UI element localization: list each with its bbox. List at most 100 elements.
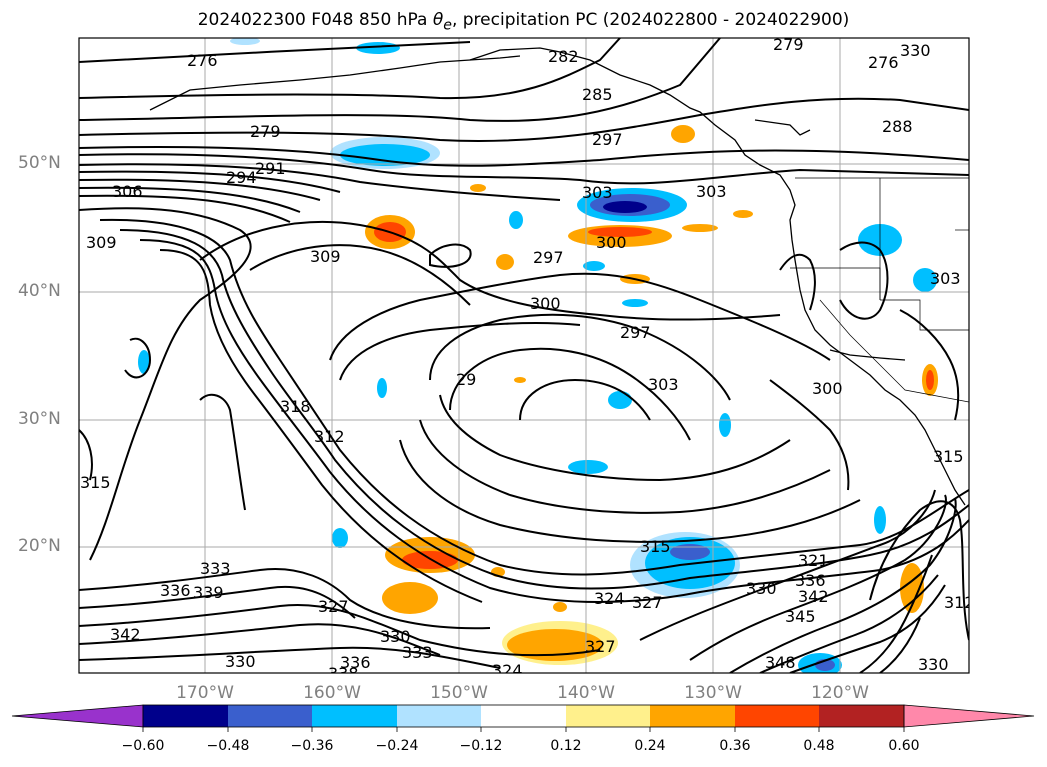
contour-label: 338 xyxy=(328,664,359,683)
contour-label: 330 xyxy=(225,652,256,671)
precip-patch xyxy=(332,528,348,548)
contour-label: 339 xyxy=(193,583,224,602)
colorbar-tick-label: −0.12 xyxy=(459,738,503,754)
colorbar xyxy=(11,704,1035,732)
borders xyxy=(790,177,969,403)
precip-patch xyxy=(138,350,150,374)
precip-patch xyxy=(509,211,523,229)
contour-label: 330 xyxy=(900,41,931,60)
contour-label: 294 xyxy=(226,168,257,187)
contour-label: 315 xyxy=(933,447,964,466)
colorbar-tick-label: −0.48 xyxy=(206,738,250,754)
precip-patch xyxy=(926,370,934,390)
precip-patch xyxy=(682,224,718,232)
precip-patch xyxy=(568,460,608,474)
precip-patch xyxy=(514,377,526,383)
colorbar-tick-label: 0.60 xyxy=(888,738,920,754)
colorbar-tick-label: −0.60 xyxy=(121,738,165,754)
contour-label: 342 xyxy=(110,625,141,644)
contour-label: 315 xyxy=(80,473,111,492)
contour-label: 285 xyxy=(582,85,613,104)
contour-label: 327 xyxy=(632,593,663,612)
lon-label: 170°W xyxy=(176,683,234,703)
contour-label: 330 xyxy=(380,627,411,646)
contour-label: 345 xyxy=(785,607,816,626)
precip-patch xyxy=(496,254,514,270)
precip-patch xyxy=(588,227,652,237)
contour-label: 330 xyxy=(918,655,949,674)
precip-patch xyxy=(719,413,731,437)
contour-label: 306 xyxy=(112,182,143,201)
precip-patch xyxy=(874,506,886,534)
lat-label: 30°N xyxy=(18,409,61,429)
precip-patch xyxy=(733,210,753,218)
lat-label: 50°N xyxy=(18,153,61,173)
contour-label: 327 xyxy=(318,597,349,616)
contour-label: 303 xyxy=(930,269,961,288)
contour-label: 297 xyxy=(592,130,623,149)
contour-label: 324 xyxy=(594,589,625,608)
precip-patch xyxy=(377,378,387,398)
contour-label: 333 xyxy=(200,559,231,578)
theta-e-contours xyxy=(79,38,969,673)
map-title: 2024022300 F048 850 hPa θe, precipitatio… xyxy=(197,10,850,34)
lon-label: 150°W xyxy=(430,683,488,703)
contour-label: 336 xyxy=(795,571,826,590)
contour-label: 336 xyxy=(160,581,191,600)
colorbar-swatch xyxy=(735,705,819,727)
colorbar-tick-label: −0.24 xyxy=(375,738,419,754)
lon-label: 160°W xyxy=(303,683,361,703)
colorbar-swatch xyxy=(481,705,566,727)
colorbar-tick-label: 0.36 xyxy=(719,738,751,754)
contour-labels: 276 279 282 279 276 330 285 288 297 294 … xyxy=(80,35,975,683)
precip-patch xyxy=(671,125,695,143)
colorbar-extend-max xyxy=(903,704,1035,728)
contour-label: 312 xyxy=(314,427,345,446)
contour-label: 300 xyxy=(596,233,627,252)
coastlines xyxy=(149,47,966,506)
colorbar-swatch xyxy=(397,705,481,727)
contour-label: 288 xyxy=(882,117,913,136)
colorbar-tick-label: 0.48 xyxy=(803,738,835,754)
colorbar-swatch xyxy=(819,705,904,727)
lon-label: 140°W xyxy=(557,683,615,703)
precip-patch xyxy=(553,602,567,612)
contour-label: 327 xyxy=(585,637,616,656)
contour-label: 330 xyxy=(746,579,777,598)
precip-patch xyxy=(622,299,648,307)
contour-label: 276 xyxy=(187,51,218,70)
contour-label: 303 xyxy=(582,183,613,202)
colorbar-tick-label: 0.12 xyxy=(550,738,582,754)
precip-patch xyxy=(340,144,430,166)
colorbar-tick-label: −0.36 xyxy=(290,738,334,754)
precip-patch xyxy=(230,38,260,45)
contour-label: 333 xyxy=(402,643,433,662)
contour-label: 324 xyxy=(492,661,523,680)
lat-label: 40°N xyxy=(18,281,61,301)
contour-label: 309 xyxy=(86,233,117,252)
contour-label: 300 xyxy=(812,379,843,398)
colorbar-swatch xyxy=(228,705,312,727)
contour-label: 303 xyxy=(648,375,679,394)
contour-label: 279 xyxy=(773,35,804,54)
contour-label: 312 xyxy=(944,593,975,612)
colorbar-swatch xyxy=(143,705,228,727)
contour-label: 321 xyxy=(798,551,829,570)
contour-label: 309 xyxy=(310,247,341,266)
precip-patch xyxy=(608,391,632,409)
contour-label: 29 xyxy=(456,370,476,389)
contour-label: 318 xyxy=(280,397,311,416)
colorbar-swatch xyxy=(566,705,650,727)
precip-patch xyxy=(382,582,438,614)
contour-label: 291 xyxy=(255,159,286,178)
contour-label: 297 xyxy=(620,323,651,342)
lat-label: 20°N xyxy=(18,536,61,556)
colorbar-swatch xyxy=(650,705,735,727)
colorbar-swatch xyxy=(312,705,397,727)
lon-label: 130°W xyxy=(684,683,742,703)
precip-patch xyxy=(470,184,486,192)
lon-label: 120°W xyxy=(811,683,869,703)
contour-label: 279 xyxy=(250,122,281,141)
contour-label: 342 xyxy=(798,587,829,606)
